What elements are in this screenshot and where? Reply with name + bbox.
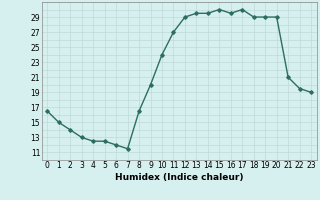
X-axis label: Humidex (Indice chaleur): Humidex (Indice chaleur) <box>115 173 244 182</box>
